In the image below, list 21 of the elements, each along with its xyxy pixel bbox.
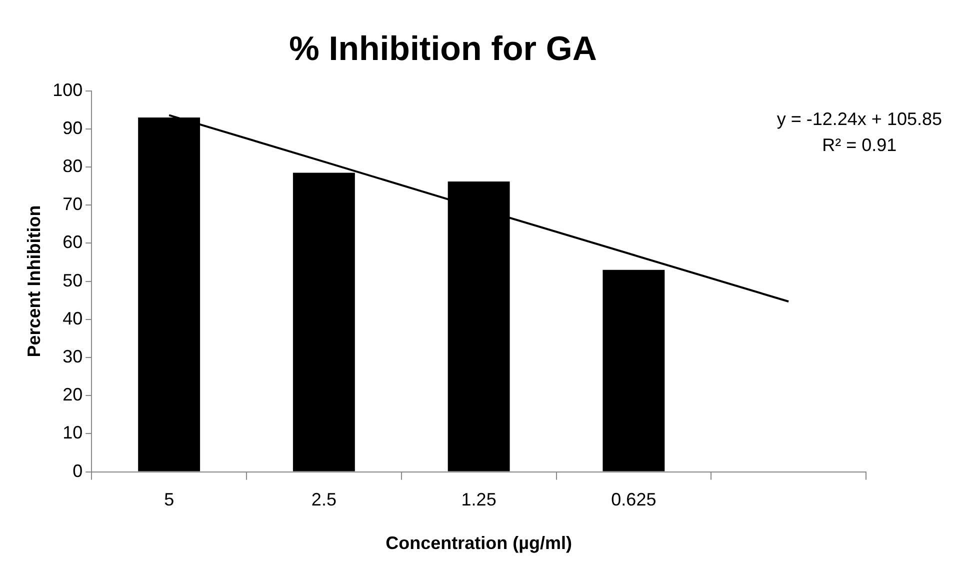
y-tick-label: 80	[62, 156, 83, 176]
y-tick-label: 50	[62, 270, 83, 290]
annotation: y = -12.24x + 105.85	[776, 108, 942, 131]
chart-title: % Inhibition for GA	[289, 30, 597, 68]
y-axis-title: Percent Inhibition	[24, 205, 44, 358]
y-tick-label: 100	[52, 80, 83, 100]
y-tick-label: 40	[62, 308, 83, 328]
y-tick-label: 30	[62, 346, 83, 366]
x-tick-label: 2.5	[311, 490, 336, 510]
y-tick-label: 10	[62, 422, 83, 443]
x-tick-label: 1.25	[461, 490, 496, 510]
y-tick-label: 70	[62, 194, 83, 214]
annotation: R² = 0.91	[821, 134, 898, 157]
y-tick-label: 60	[62, 232, 83, 252]
x-tick-label: 0.625	[611, 490, 656, 510]
y-tick-label: 20	[62, 384, 83, 405]
bar	[602, 270, 665, 472]
y-tick-label: 0	[72, 460, 83, 481]
y-tick-label: 90	[62, 118, 83, 138]
x-tick-label: 5	[164, 490, 174, 510]
x-axis-title: Concentration (µg/ml)	[386, 533, 572, 554]
